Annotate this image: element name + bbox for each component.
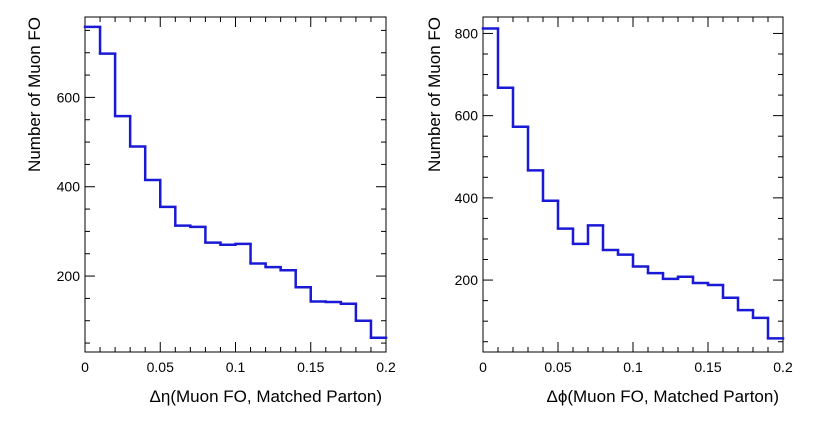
y-tick-label: 400 — [455, 190, 479, 206]
x-tick-label: 0.1 — [226, 359, 246, 375]
y-tick-label: 400 — [57, 179, 81, 195]
x-tick-label: 0.05 — [147, 359, 174, 375]
x-tick-label: 0.2 — [773, 359, 793, 375]
y-axis-title: Number of Muon FO — [25, 17, 44, 172]
x-tick-label: 0.1 — [623, 359, 643, 375]
y-axis-title: Number of Muon FO — [425, 17, 444, 172]
y-tick-label: 200 — [455, 272, 479, 288]
x-tick-label: 0 — [479, 359, 487, 375]
x-axis-title: Δϕ(Muon FO, Matched Parton) — [546, 387, 779, 406]
y-tick-label: 600 — [455, 108, 479, 124]
y-tick-label: 200 — [57, 268, 81, 284]
x-tick-label: 0 — [81, 359, 89, 375]
histogram-panel-delta-phi: 0 0.05 0.1 0.15 0.2 200 400 600 800 Δϕ(Muon FO, M… — [425, 16, 793, 406]
y-tick-label: 800 — [455, 25, 479, 41]
x-tick-label: 0.05 — [544, 359, 571, 375]
x-axis-title: Δη(Muon FO, Matched Parton) — [150, 387, 382, 406]
x-tick-label: 0.15 — [297, 359, 324, 375]
x-tick-label: 0.2 — [376, 359, 396, 375]
y-tick-label: 600 — [57, 89, 81, 105]
histogram-panel-delta-eta: 0 0.05 0.1 0.15 0.2 200 400 600 Δη(Muon FO, Matc… — [25, 16, 396, 406]
x-tick-label: 0.15 — [694, 359, 721, 375]
